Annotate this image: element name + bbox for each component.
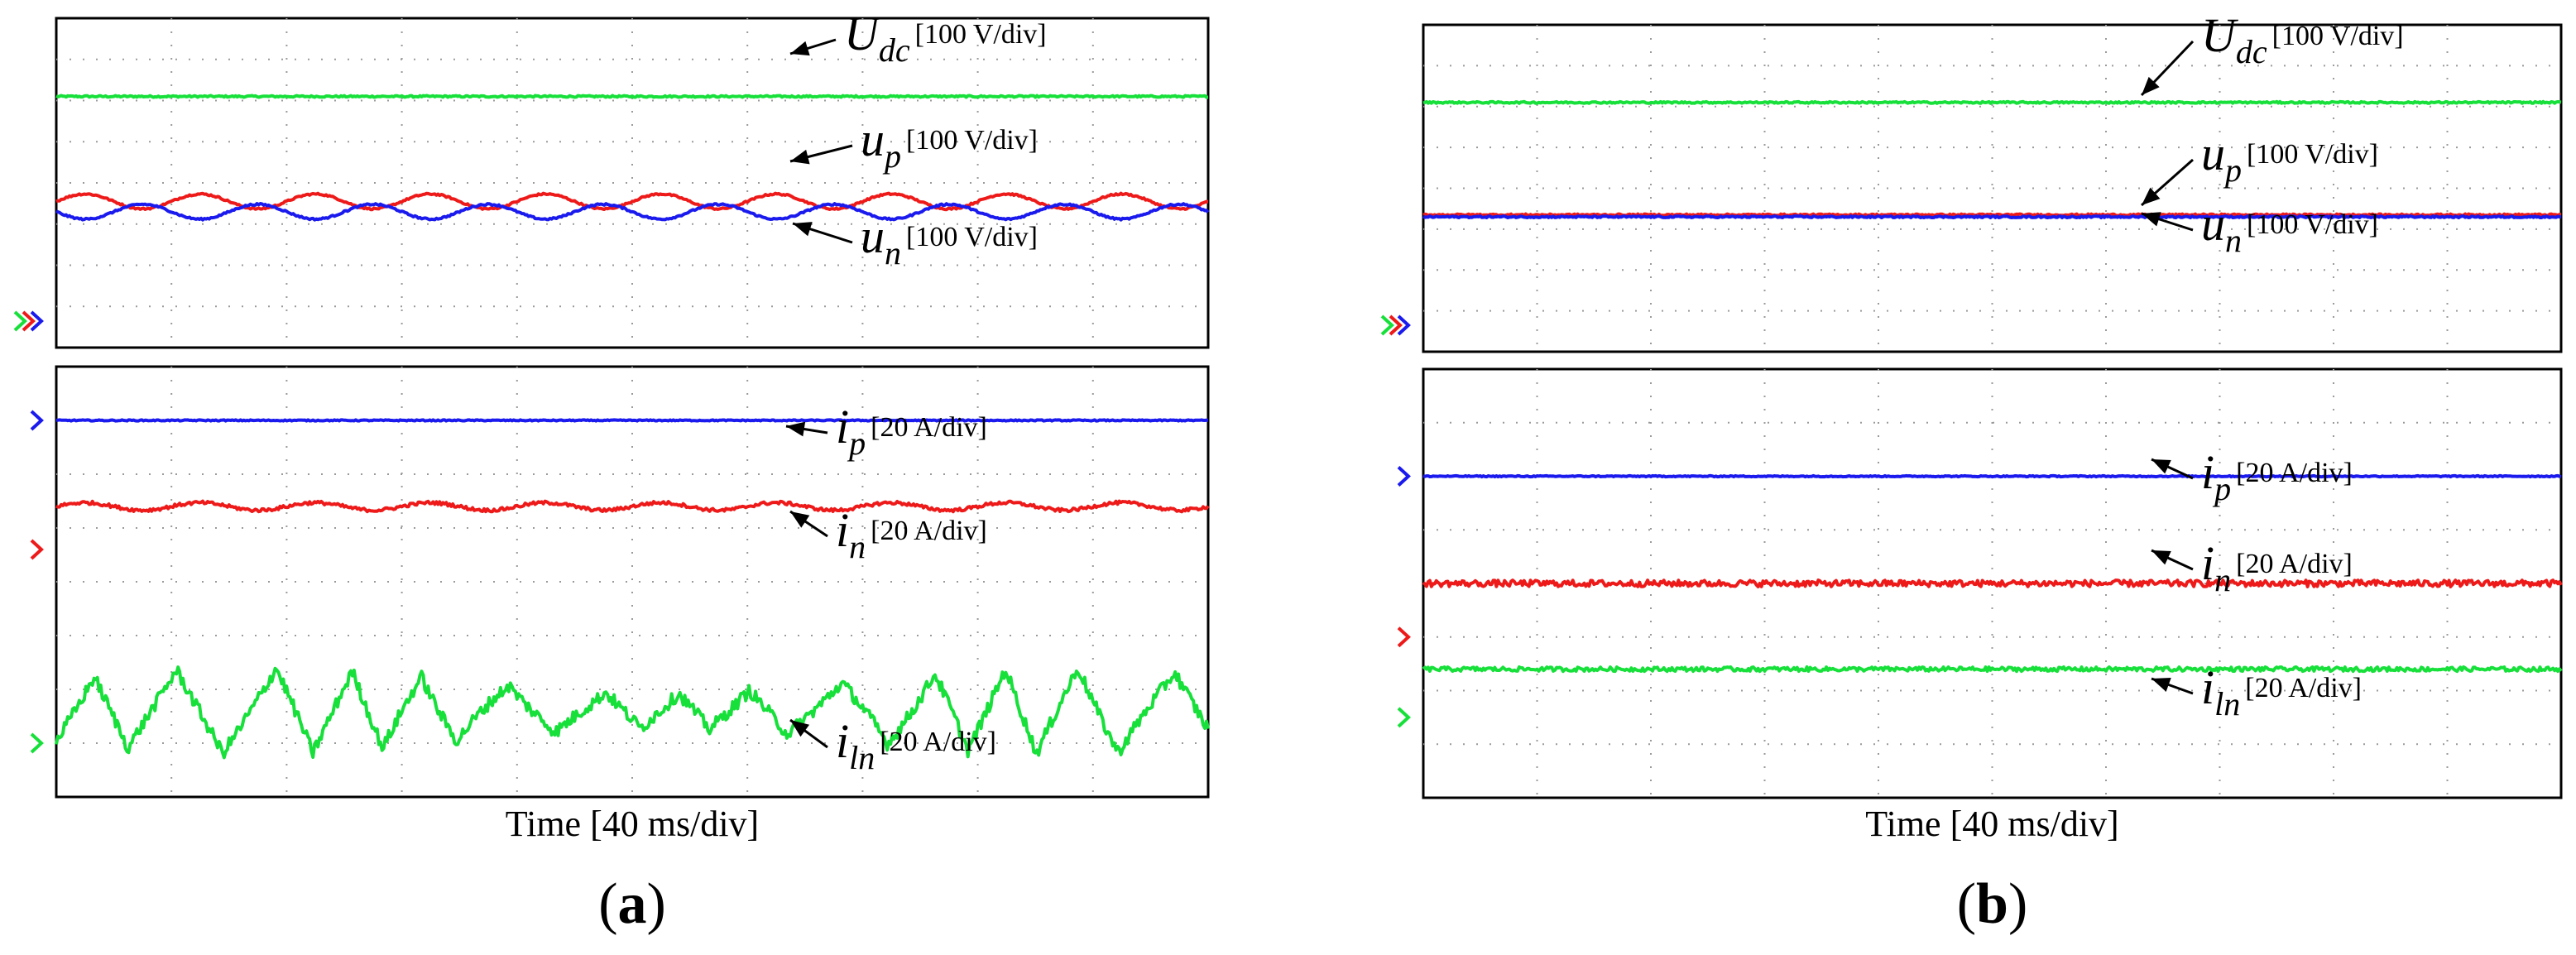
panel-a-in-arrowhead [790,511,810,528]
panel-b: Udc [100 V/div]up [100 V/div]un [100 V/div]… [1380,8,2563,936]
series-subscript: ln [849,739,875,776]
panel-a-upper-frame [55,17,1210,349]
series-subscript: p [882,137,901,175]
panel-a-series-un [55,202,1210,222]
panel-b-in-arrowhead [2151,550,2171,565]
series-scale: [20 A/div] [2236,549,2353,579]
panel-a-time-label: Time [40 ms/div] [506,804,759,844]
panel-b-series-udc [1422,99,2562,105]
series-scale: [100 V/div] [2247,209,2378,240]
panel-b-time-label: Time [40 ms/div] [1865,804,2118,844]
series-scale: [100 V/div] [2247,139,2378,170]
series-symbol: u [861,209,885,263]
series-scale: [100 V/div] [915,19,1047,50]
series-scale: [100 V/div] [906,125,1038,156]
series-subscript: p [847,425,866,462]
panel-a-upper-blue-marker [30,310,44,332]
series-symbol: u [2201,127,2225,180]
panel-b-label-ip: ip [20 A/div] [2201,445,2353,507]
panel-a-series-udc [55,94,1208,99]
panel-b-caption: (b) [1957,872,2028,936]
series-subscript: n [2214,561,2231,598]
panel-b-label-iln: iln [20 A/div] [2201,660,2362,722]
panel-b-label-un: un [100 V/div] [2201,197,2378,259]
panel-b-series-in [1422,578,2563,588]
panel-b-series-iln [1422,665,2563,674]
caption-letter: a [618,872,647,936]
panel-a-label-udc: Udc [100 V/div] [844,7,1047,69]
panel-a-label-up: up [100 V/div] [861,113,1038,175]
panel-a-caption: (a) [598,872,666,936]
panel-a-iln-arrowhead [790,720,810,737]
series-scale: [20 A/div] [880,727,996,757]
series-scale: [100 V/div] [2272,21,2404,51]
series-symbol: i [836,503,849,557]
panel-a-lower-blue-marker [30,410,44,431]
panel-b-udc-arrowhead [2142,76,2160,95]
series-scale: [100 V/div] [906,222,1038,252]
series-scale: [20 A/div] [871,412,987,443]
panel-b-iln-arrowhead [2151,677,2171,692]
panel-b-label-up: up [100 V/div] [2201,127,2378,189]
series-symbol: i [2201,660,2214,714]
caption-letter: b [1976,872,2008,936]
panel-a-series-in [55,499,1210,514]
series-subscript: p [2212,470,2231,507]
panel-a-lower-red-marker [30,539,44,560]
panel-a-series-iln [55,665,1210,760]
series-subscript: dc [879,31,910,69]
series-scale: [20 A/div] [871,516,987,546]
caption-paren-close: ) [2008,872,2027,936]
panel-b-series-ip [1422,473,2562,479]
series-subscript: n [849,528,866,565]
panel-b-label-in: in [20 A/div] [2201,536,2353,598]
caption-paren-open: ( [598,872,617,936]
panel-a-udc-arrowhead [790,41,810,56]
series-subscript: dc [2236,33,2267,70]
panel-a-label-iln: iln [20 A/div] [836,714,996,776]
series-symbol: u [2201,197,2225,251]
panel-b-upper-green-marker [1380,314,1394,336]
caption-paren-close: ) [647,872,666,936]
panel-b-upper-blue-marker [1397,314,1411,336]
panel-a-label-in: in [20 A/div] [836,503,987,565]
panel-b-up-arrowhead [2142,187,2161,205]
panel-a-upper-red-marker [22,310,36,332]
series-subscript: n [885,234,901,271]
series-symbol: U [2201,8,2239,62]
panel-a-series-up [55,191,1209,212]
panel-a-ip-arrowhead [786,421,806,437]
panel-b-ip-arrowhead [2151,459,2171,474]
series-symbol: i [2201,536,2214,590]
panel-a: Udc [100 V/div]up [100 V/div]un [100 V/div]… [13,7,1210,936]
panel-b-label-udc: Udc [100 V/div] [2201,8,2404,70]
series-symbol: i [836,400,849,454]
panel-b-un-arrowhead [2142,212,2161,227]
series-symbol: i [2201,445,2214,499]
panel-b-upper-red-marker [1389,314,1403,336]
panel-b-lower-red-marker [1397,626,1411,648]
panel-a-lower-green-marker [30,732,44,754]
series-scale: [20 A/div] [2245,673,2362,703]
panel-b-series-un [1422,214,2562,219]
panel-a-upper-green-marker [13,310,27,332]
series-scale: [20 A/div] [2236,458,2353,488]
panel-a-label-ip: ip [20 A/div] [836,400,987,462]
panel-a-label-un: un [100 V/div] [861,209,1038,271]
series-subscript: ln [2214,685,2240,722]
panel-a-un-arrowhead [793,222,813,237]
panel-b-lower-blue-marker [1397,466,1411,487]
series-subscript: n [2225,222,2242,259]
series-symbol: i [836,714,849,768]
series-symbol: U [844,7,882,60]
panel-b-lower-green-marker [1397,707,1411,728]
series-symbol: u [861,113,885,166]
caption-paren-open: ( [1957,872,1976,936]
panel-a-up-arrowhead [790,149,810,165]
series-subscript: p [2223,151,2242,189]
